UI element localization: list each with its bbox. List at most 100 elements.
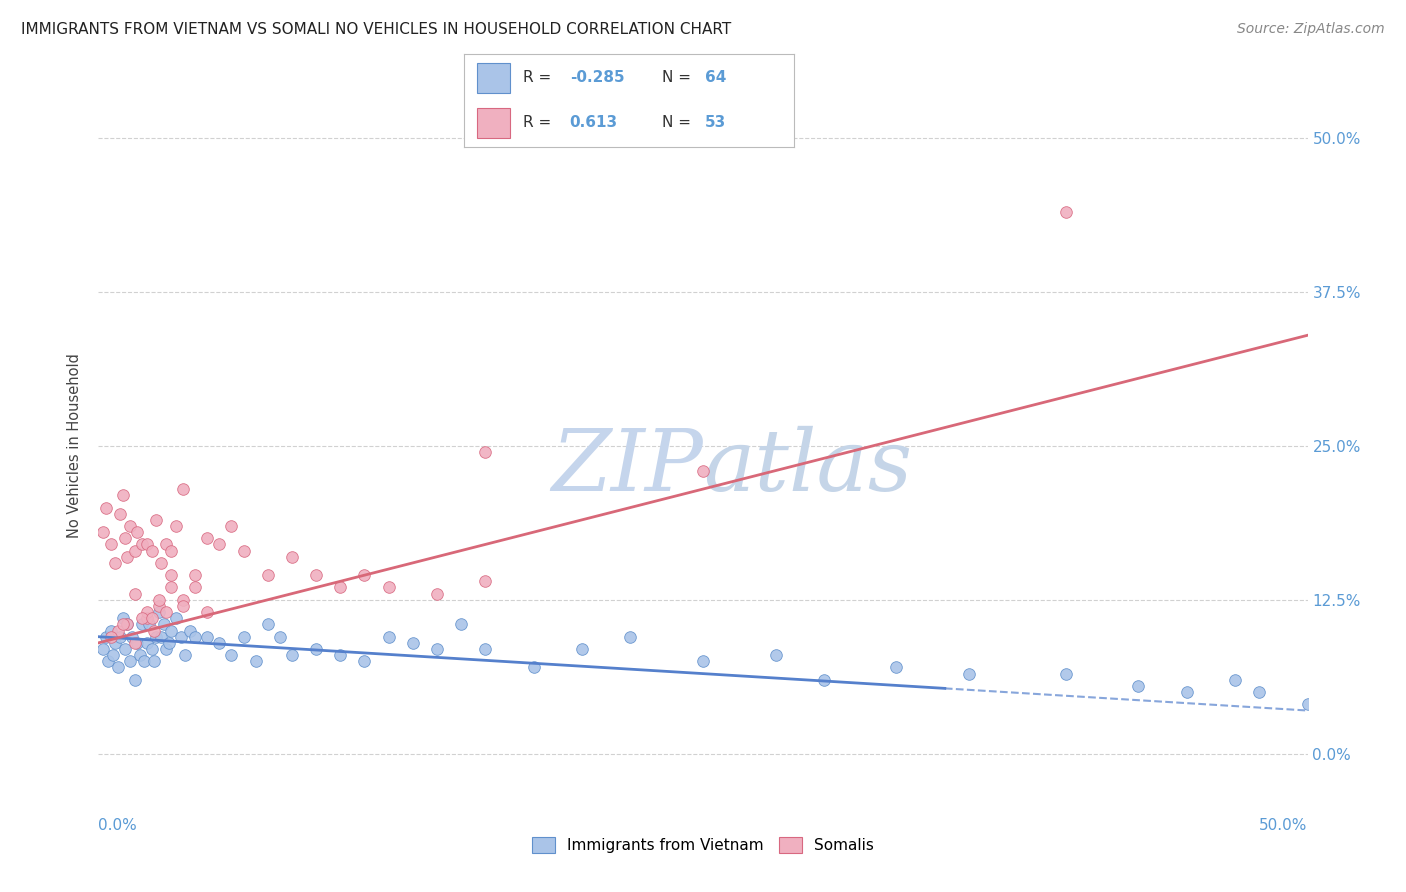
Point bbox=[118, 654, 141, 668]
Point bbox=[114, 531, 136, 545]
Point bbox=[141, 642, 163, 657]
Text: 53: 53 bbox=[706, 115, 727, 130]
Point bbox=[426, 587, 449, 601]
Point bbox=[155, 642, 177, 657]
Point bbox=[131, 611, 153, 625]
Point bbox=[353, 654, 375, 668]
Point bbox=[150, 630, 173, 644]
Point bbox=[135, 611, 157, 625]
Point bbox=[377, 630, 399, 644]
Point bbox=[160, 581, 183, 595]
Point bbox=[1128, 679, 1150, 693]
Legend: Immigrants from Vietnam, Somalis: Immigrants from Vietnam, Somalis bbox=[526, 831, 880, 859]
Point bbox=[145, 630, 167, 644]
Point bbox=[281, 648, 304, 662]
Point bbox=[155, 605, 177, 619]
Y-axis label: No Vehicles in Household: No Vehicles in Household bbox=[67, 353, 83, 539]
Point bbox=[221, 519, 243, 533]
Point bbox=[221, 648, 243, 662]
Point bbox=[128, 648, 150, 662]
Point bbox=[117, 549, 139, 564]
Point bbox=[100, 537, 122, 551]
Point bbox=[172, 482, 194, 496]
Point bbox=[184, 630, 207, 644]
Point bbox=[91, 642, 114, 657]
Point bbox=[107, 660, 129, 674]
Point bbox=[134, 654, 156, 668]
Point bbox=[426, 642, 449, 657]
Point bbox=[91, 525, 114, 540]
Point bbox=[232, 630, 254, 644]
Point bbox=[353, 568, 375, 582]
Point bbox=[117, 617, 139, 632]
Point bbox=[474, 445, 496, 459]
Point bbox=[172, 592, 194, 607]
Point bbox=[101, 648, 124, 662]
Point bbox=[450, 617, 472, 632]
Point bbox=[692, 654, 714, 668]
Point bbox=[329, 648, 352, 662]
Point bbox=[692, 464, 714, 478]
Point bbox=[160, 624, 183, 638]
Point bbox=[184, 568, 207, 582]
Point bbox=[148, 605, 170, 619]
Point bbox=[111, 617, 134, 632]
Text: N =: N = bbox=[662, 115, 696, 130]
Point bbox=[523, 660, 546, 674]
Point bbox=[141, 611, 163, 625]
Point bbox=[256, 568, 278, 582]
Point bbox=[208, 636, 231, 650]
Point bbox=[118, 519, 141, 533]
Point bbox=[114, 642, 136, 657]
Point bbox=[111, 611, 134, 625]
Point bbox=[1054, 205, 1077, 219]
Point bbox=[474, 642, 496, 657]
Point bbox=[256, 617, 278, 632]
Point bbox=[148, 599, 170, 613]
Point bbox=[195, 630, 218, 644]
Point bbox=[94, 630, 117, 644]
Point bbox=[195, 605, 218, 619]
Point bbox=[1249, 685, 1271, 699]
Point bbox=[377, 581, 399, 595]
Point bbox=[1223, 673, 1246, 687]
Point bbox=[124, 636, 146, 650]
Point bbox=[135, 605, 157, 619]
Point bbox=[1175, 685, 1198, 699]
Point bbox=[107, 624, 129, 638]
Point bbox=[1054, 666, 1077, 681]
Point bbox=[117, 617, 139, 632]
Point bbox=[169, 630, 191, 644]
Text: 0.613: 0.613 bbox=[569, 115, 617, 130]
Point bbox=[1296, 698, 1319, 712]
Text: R =: R = bbox=[523, 115, 557, 130]
Point bbox=[121, 630, 143, 644]
Point bbox=[148, 592, 170, 607]
Text: atlas: atlas bbox=[703, 426, 912, 508]
Point bbox=[174, 648, 197, 662]
Point bbox=[571, 642, 593, 657]
Text: 50.0%: 50.0% bbox=[1260, 818, 1308, 832]
Point bbox=[111, 488, 134, 502]
Point bbox=[127, 525, 149, 540]
Text: IMMIGRANTS FROM VIETNAM VS SOMALI NO VEHICLES IN HOUSEHOLD CORRELATION CHART: IMMIGRANTS FROM VIETNAM VS SOMALI NO VEH… bbox=[21, 22, 731, 37]
Point bbox=[108, 630, 131, 644]
Text: Source: ZipAtlas.com: Source: ZipAtlas.com bbox=[1237, 22, 1385, 37]
Point bbox=[143, 624, 166, 638]
Point bbox=[957, 666, 980, 681]
Point bbox=[232, 543, 254, 558]
Point bbox=[886, 660, 908, 674]
Point bbox=[172, 599, 194, 613]
Point bbox=[160, 568, 183, 582]
Point bbox=[474, 574, 496, 589]
Point bbox=[150, 556, 173, 570]
Bar bbox=[477, 108, 510, 138]
Text: -0.285: -0.285 bbox=[569, 70, 624, 86]
Point bbox=[127, 636, 149, 650]
Point bbox=[124, 587, 146, 601]
Point bbox=[160, 543, 183, 558]
Point bbox=[108, 507, 131, 521]
Point bbox=[813, 673, 835, 687]
Point bbox=[281, 549, 304, 564]
Point bbox=[165, 611, 187, 625]
